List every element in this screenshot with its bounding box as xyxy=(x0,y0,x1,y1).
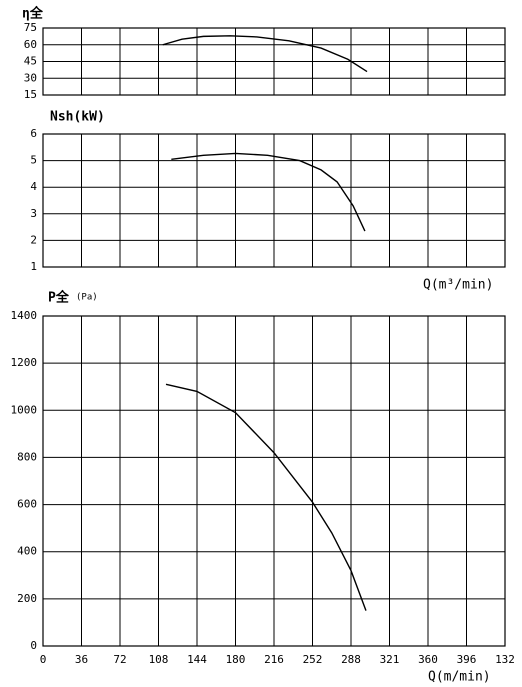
y-tick-label: 1400 xyxy=(11,309,38,322)
x-axis-label: Q(m/min) xyxy=(428,670,491,685)
y-tick-label: 1000 xyxy=(11,403,38,416)
unit-label: (Pa) xyxy=(76,293,98,303)
x-tick-label: 72 xyxy=(113,653,126,666)
y-tick-label: 1200 xyxy=(11,356,38,369)
x-tick-label: 0 xyxy=(40,653,47,666)
y-tick-label: 600 xyxy=(17,498,37,511)
y-tick-label: 60 xyxy=(24,38,37,51)
x-axis-label: Q(m³/min) xyxy=(423,278,493,293)
y-tick-label: 5 xyxy=(30,154,37,167)
x-tick-label: 144 xyxy=(187,653,207,666)
x-tick-label: 132 xyxy=(495,653,515,666)
y-tick-label: 75 xyxy=(24,21,37,34)
x-tick-label: 180 xyxy=(226,653,246,666)
y-tick-label: 1 xyxy=(30,260,37,273)
curve xyxy=(171,152,366,232)
chart-title: Nsh(kW) xyxy=(50,110,105,125)
y-tick-label: 200 xyxy=(17,592,37,605)
y-tick-label: 3 xyxy=(30,207,37,220)
y-tick-label: 4 xyxy=(30,180,37,193)
x-tick-label: 321 xyxy=(380,653,400,666)
y-tick-label: 400 xyxy=(17,545,37,558)
y-tick-label: 45 xyxy=(24,55,37,68)
x-tick-label: 252 xyxy=(303,653,323,666)
x-tick-label: 360 xyxy=(418,653,438,666)
y-tick-label: 800 xyxy=(17,450,37,463)
y-tick-label: 6 xyxy=(30,127,37,140)
y-tick-label: 30 xyxy=(24,71,37,84)
y-tick-label: 0 xyxy=(30,639,37,652)
y-tick-label: 15 xyxy=(24,88,37,101)
curve xyxy=(162,35,368,73)
x-tick-label: 36 xyxy=(75,653,88,666)
x-tick-label: 288 xyxy=(341,653,361,666)
y-tick-label: 2 xyxy=(30,233,37,246)
x-tick-label: 108 xyxy=(149,653,169,666)
chart-title: η全 xyxy=(22,6,44,22)
x-tick-label: 216 xyxy=(264,653,284,666)
chart-title: P全 xyxy=(48,290,70,306)
x-tick-label: 396 xyxy=(457,653,477,666)
curve xyxy=(165,383,367,611)
